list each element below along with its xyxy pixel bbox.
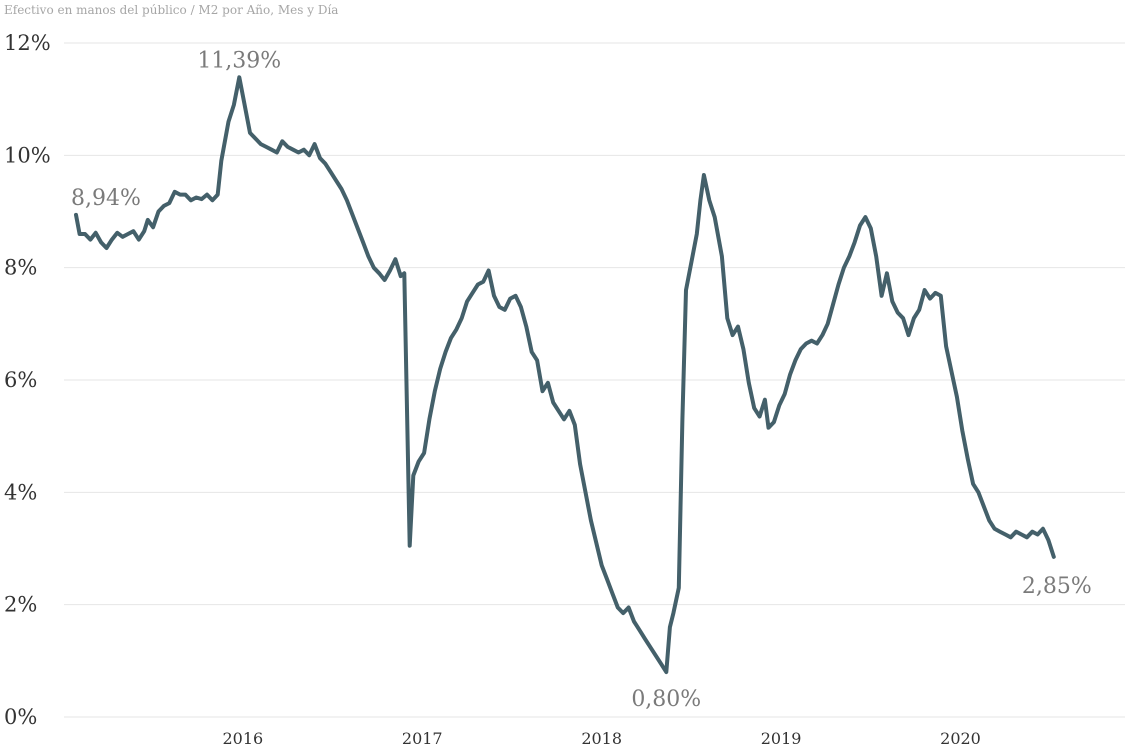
y-tick-label: 12% [4, 31, 51, 55]
y-tick-label: 6% [4, 368, 37, 392]
series-line [74, 75, 1056, 675]
x-axis-ticks: 2016 2017 2018 2019 2020 [222, 729, 980, 748]
chart-title: Efectivo en manos del público / M2 por A… [4, 3, 339, 17]
x-tick-label: 2018 [581, 729, 622, 748]
x-tick-label: 2020 [940, 729, 981, 748]
x-tick-label: 2019 [761, 729, 802, 748]
y-axis-ticks: 0% 2% 4% 6% 8% 10% 12% [4, 31, 51, 729]
x-tick-label: 2017 [402, 729, 443, 748]
y-tick-label: 8% [4, 256, 37, 280]
annotation-label: 0,80% [631, 687, 701, 712]
x-tick-label: 2016 [222, 729, 263, 748]
gridlines [64, 42, 1125, 718]
y-tick-label: 10% [4, 143, 51, 167]
annotation-label: 2,85% [1022, 574, 1092, 599]
y-tick-label: 4% [4, 480, 37, 504]
annotation-label: 8,94% [71, 186, 141, 211]
annotation-layer: 8,94% 11,39% 0,80% 2,85% [71, 48, 1092, 712]
series-layer [74, 75, 1056, 675]
y-tick-label: 2% [4, 593, 37, 617]
y-tick-label: 0% [4, 705, 37, 729]
annotation-label: 11,39% [197, 48, 281, 73]
